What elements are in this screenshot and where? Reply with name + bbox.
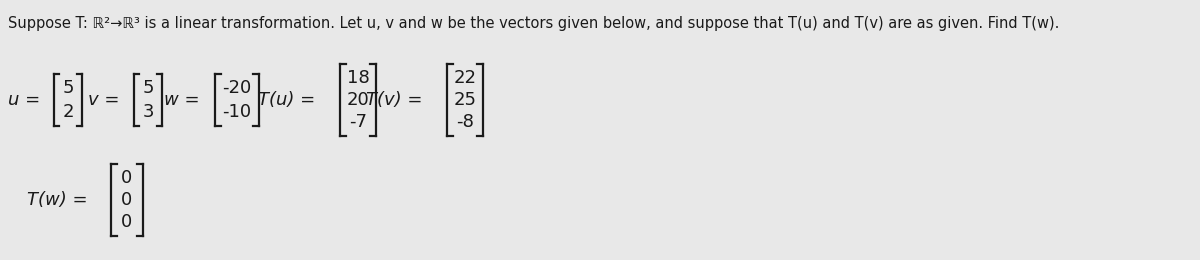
Text: -10: -10 <box>222 103 252 121</box>
Text: 0: 0 <box>121 169 133 187</box>
Text: T(w) =: T(w) = <box>28 191 88 209</box>
Text: T(u) =: T(u) = <box>258 91 314 109</box>
Text: 25: 25 <box>454 91 476 109</box>
Text: -20: -20 <box>222 79 252 97</box>
Text: T(v) =: T(v) = <box>366 91 422 109</box>
Text: 5: 5 <box>143 79 154 97</box>
Text: 0: 0 <box>121 213 133 231</box>
Text: 0: 0 <box>121 191 133 209</box>
Text: u =: u = <box>7 91 40 109</box>
Text: -7: -7 <box>349 113 367 131</box>
Text: 2: 2 <box>62 103 73 121</box>
Text: -8: -8 <box>456 113 474 131</box>
Text: 18: 18 <box>347 69 370 87</box>
Text: 3: 3 <box>143 103 154 121</box>
Text: 22: 22 <box>454 69 476 87</box>
Text: Suppose T: ℝ²→ℝ³ is a linear transformation. Let u, v and w be the vectors given: Suppose T: ℝ²→ℝ³ is a linear transformat… <box>8 16 1060 31</box>
Text: w =: w = <box>164 91 200 109</box>
Text: v =: v = <box>89 91 120 109</box>
Text: 20: 20 <box>347 91 370 109</box>
Text: 5: 5 <box>62 79 73 97</box>
